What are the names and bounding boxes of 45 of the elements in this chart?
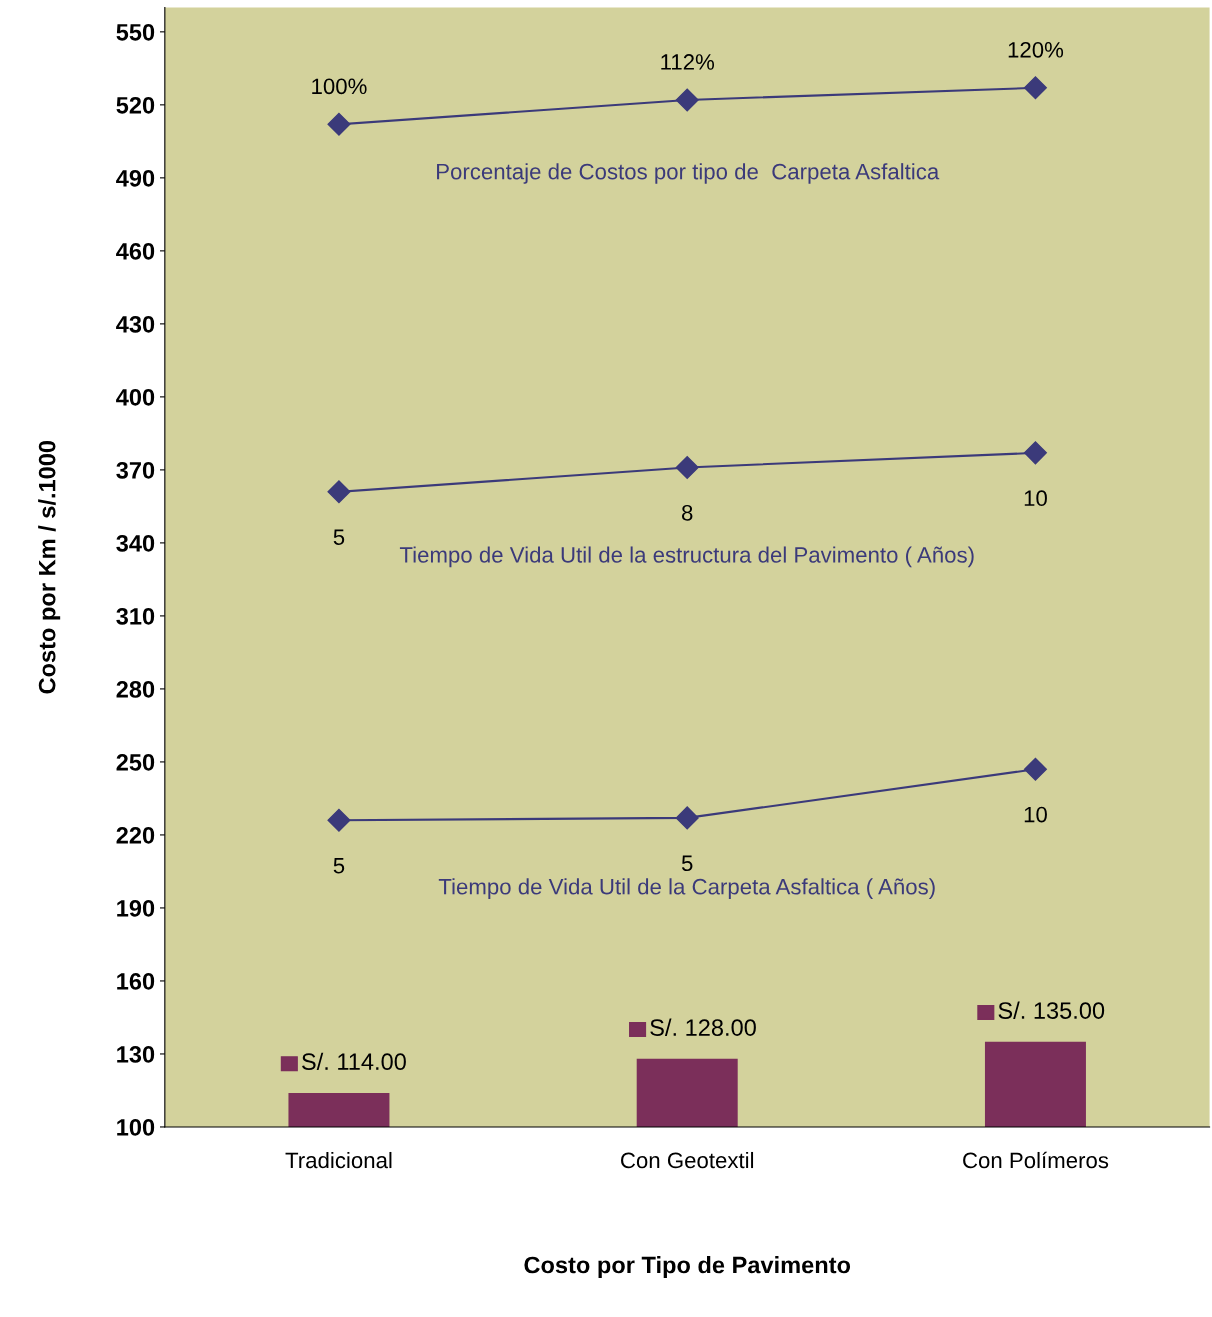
data-label: S/. 128.00 [650, 1018, 756, 1036]
y-axis-title: Costo por Km / s/.1000 [38, 440, 61, 694]
y-tick-label: 430 [116, 315, 155, 333]
y-tick-label: 250 [116, 753, 155, 771]
point [327, 480, 351, 504]
point [675, 806, 699, 830]
data-label: S/. 114.00 [302, 1052, 406, 1071]
y-tick-label: 520 [116, 96, 155, 114]
x-tick-label: Tradicional [285, 1151, 392, 1169]
annotation: 10 [1024, 806, 1047, 823]
point [1023, 757, 1047, 781]
point [1023, 441, 1047, 465]
annotation: 100% [312, 78, 367, 95]
annotation: 8 [681, 504, 693, 521]
annotation: 10 [1024, 490, 1047, 507]
y-tick-label: 400 [116, 388, 155, 406]
x-tick-label: Con Polímeros [963, 1151, 1109, 1169]
y-tick-label: 370 [116, 461, 155, 479]
y-tick-label: 280 [116, 680, 155, 698]
point [327, 112, 351, 136]
y-tick-label: 550 [116, 23, 155, 41]
text: Tiempo de Vida Util de la Carpeta Asfaltica ( Años) [438, 878, 935, 899]
annotation: 120% [1008, 41, 1064, 58]
y-tick-label: 340 [116, 534, 155, 552]
y-tick-label: 490 [116, 169, 155, 187]
x-axis-title: Costo por Tipo de Pavimento [524, 1256, 851, 1279]
x-tick-label: Con Geotextil [621, 1151, 754, 1169]
point [675, 88, 699, 112]
data-label: S/. 135.00 [998, 1001, 1105, 1019]
point [1023, 76, 1047, 100]
y-tick-label: 160 [117, 973, 155, 990]
y-tick-label: 130 [117, 1046, 155, 1063]
y-tick-label: 460 [116, 242, 155, 260]
text: Porcentaje de Costos por tipo de Carpeta Asfaltica [437, 163, 940, 184]
y-tick-label: 100 [117, 1119, 155, 1136]
annotation: 5 [681, 855, 693, 872]
y-tick-label: 190 [117, 900, 155, 917]
y-tick-label: 220 [116, 826, 155, 844]
annotation: 5 [333, 858, 345, 874]
y-tick-label: 310 [116, 607, 155, 625]
point [675, 455, 699, 479]
annotation: 5 [333, 529, 345, 545]
annotation: 112% [661, 54, 715, 70]
point [327, 808, 351, 832]
text: Tiempo de Vida Util de la estructura del Pavimento ( Años) [399, 546, 974, 568]
